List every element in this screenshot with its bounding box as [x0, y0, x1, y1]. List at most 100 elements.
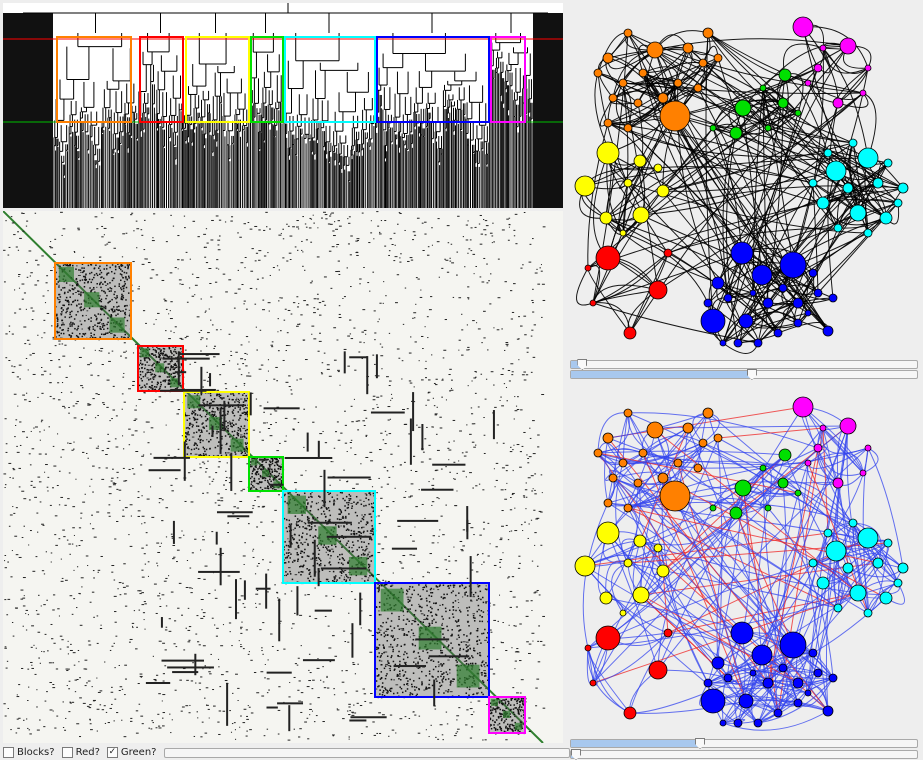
matrix-cell [49, 246, 52, 248]
matrix-cell [266, 692, 269, 694]
matrix-cell [509, 590, 513, 592]
matrix-cell [249, 729, 252, 731]
matrix-cell [511, 374, 514, 376]
matrix-cell [174, 267, 177, 269]
matrix-cell [299, 323, 301, 325]
matrix-cell [407, 684, 409, 686]
matrix-cell [123, 342, 126, 344]
matrix-cell [251, 248, 254, 250]
matrix-cell [302, 216, 304, 218]
matrix-cell [11, 222, 15, 224]
matrix-block-cell [96, 325, 99, 328]
matrix-block-cell [164, 372, 166, 374]
matrix-block-cell [244, 413, 247, 416]
matrix-cell [338, 305, 341, 307]
matrix-block-cell [108, 301, 110, 303]
matrix-block-cell [172, 366, 175, 368]
matrix-cell [179, 679, 182, 681]
matrix-cell [381, 548, 385, 550]
matrix-cell [16, 376, 19, 378]
matrix-block-cell [100, 308, 103, 311]
matrix-cell [313, 312, 316, 314]
matrix-cell [100, 624, 102, 626]
matrix-cell [30, 272, 33, 274]
matrix-cell [100, 555, 103, 557]
matrix-cell [197, 236, 200, 238]
matrix-cell [486, 282, 489, 284]
matrix-cell [418, 603, 420, 605]
matrix-cell [101, 236, 104, 238]
matrix-cell [220, 329, 222, 331]
matrix-block-cell [150, 387, 152, 389]
matrix-cell [124, 678, 128, 680]
matrix-block-cell [227, 424, 229, 427]
matrix-cell [202, 668, 204, 670]
matrix-block-cell [216, 408, 219, 411]
matrix-cell [194, 284, 198, 286]
matrix-cell [376, 631, 378, 633]
matrix-cell [404, 229, 406, 231]
matrix-block-cell [194, 392, 196, 394]
matrix-cell [481, 281, 485, 283]
matrix-cell [95, 447, 99, 449]
matrix-block-cell [72, 301, 74, 303]
matrix-cell [277, 709, 281, 711]
matrix-block-cell [110, 290, 112, 292]
matrix-block-cell [176, 360, 178, 363]
matrix-cell [456, 638, 459, 640]
matrix-cell [58, 343, 61, 345]
matrix-block-cell [88, 327, 91, 330]
matrix-block-cell [144, 357, 146, 360]
matrix-cell [389, 714, 393, 716]
matrix-cell [339, 384, 341, 386]
matrix-cell [438, 498, 440, 500]
matrix-cell [493, 619, 497, 621]
matrix-cell [303, 541, 307, 543]
matrix-cell [173, 456, 177, 458]
matrix-block-cell [226, 413, 229, 415]
matrix-cell [246, 375, 249, 377]
matrix-cell [361, 212, 364, 214]
matrix-cell [313, 338, 317, 340]
matrix-cell [4, 418, 7, 420]
matrix-cell [15, 424, 17, 426]
matrix-block-cell [199, 453, 202, 456]
matrix-block-cell [241, 451, 244, 454]
matrix-cell [332, 235, 336, 237]
matrix-cell [61, 577, 64, 579]
matrix-cell [371, 634, 375, 636]
matrix-block-cell [124, 283, 127, 285]
matrix-cell [240, 595, 244, 597]
matrix-cell [118, 582, 122, 584]
matrix-cell [510, 290, 513, 292]
matrix-cell [402, 555, 406, 557]
matrix-cell [475, 571, 479, 573]
matrix-cell [36, 512, 39, 514]
matrix-cell [72, 506, 76, 508]
matrix-cell [290, 313, 293, 315]
matrix-cell [46, 486, 49, 488]
matrix-cell [288, 696, 291, 698]
matrix-cell [195, 633, 198, 635]
matrix-cell [39, 431, 41, 433]
dendrogram-panel[interactable] [3, 3, 563, 208]
matrix-cell [60, 558, 62, 560]
matrix-cell [103, 227, 107, 229]
matrix-cell [454, 560, 458, 562]
matrix-cell [482, 561, 485, 563]
dendrogram[interactable] [3, 3, 563, 208]
adjacency-matrix-panel[interactable] [3, 211, 563, 743]
matrix-cell [453, 478, 455, 480]
matrix-cell [73, 534, 75, 536]
matrix-cell [108, 352, 110, 354]
matrix-block-cell [59, 265, 61, 268]
matrix-cell [218, 733, 221, 735]
matrix-cell [458, 297, 462, 299]
matrix-block-cell [110, 315, 113, 317]
matrix-block-cell [222, 424, 224, 427]
adjacency-matrix[interactable] [3, 211, 563, 743]
matrix-cell [69, 701, 72, 703]
matrix-cell [456, 719, 458, 721]
matrix-cell [487, 522, 490, 524]
matrix-cell [434, 708, 437, 710]
